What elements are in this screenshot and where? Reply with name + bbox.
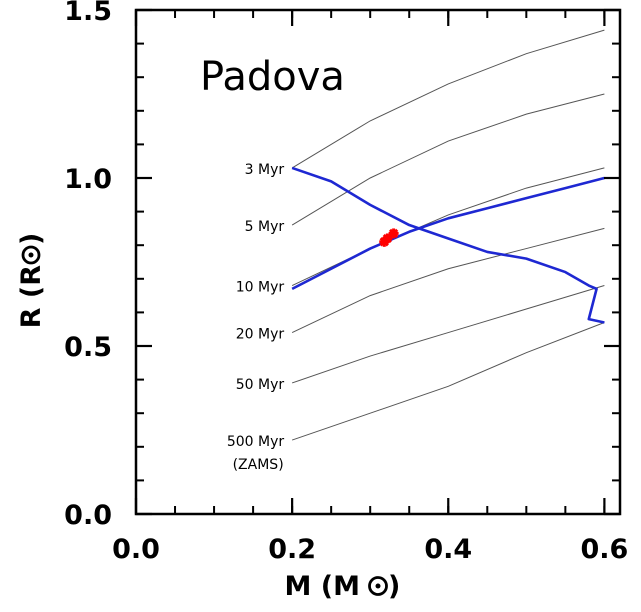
- y-tick-label: 1.5: [64, 0, 112, 27]
- x-axis-label-close: ): [388, 571, 400, 602]
- tracks-group: [291, 166, 605, 324]
- padova-annotation: Padova: [200, 54, 345, 100]
- isochrone-label: 10 Myr: [236, 280, 285, 296]
- y-tick-label: 1.0: [64, 164, 112, 195]
- star-point: [382, 233, 393, 244]
- axis-ticks-group: [134, 8, 620, 516]
- tick-labels-group: 0.0 0.2 0.4 0.6 0.0 0.5 1.0 1.5: [64, 0, 628, 565]
- x-tick-label: 0.6: [580, 534, 628, 565]
- y-axis-label-close: ): [16, 233, 47, 245]
- plot-frame: [134, 8, 622, 516]
- isochrone-label: 500 Myr: [227, 434, 285, 450]
- x-axis-label: M (M ): [285, 571, 401, 602]
- y-tick-label: 0.0: [64, 500, 112, 531]
- isochrone-line: [291, 285, 605, 384]
- isochrone-label: 3 Myr: [245, 162, 285, 178]
- isochrone-line: [291, 322, 605, 441]
- isochrone-label: 5 Myr: [245, 219, 285, 235]
- sun-symbol-icon: [368, 576, 388, 596]
- x-tick-label: 0.0: [112, 534, 160, 565]
- sun-symbol-icon: [21, 245, 41, 265]
- isochrone-sublabel: (ZAMS): [233, 457, 284, 473]
- isochrone-label: 20 Myr: [236, 327, 285, 343]
- y-axis-label: R (R ): [16, 233, 47, 329]
- isochrone-line: [291, 93, 605, 226]
- star-stroke: [388, 228, 399, 239]
- x-tick-label: 0.4: [424, 534, 472, 565]
- isochrone-line: [291, 227, 605, 334]
- x-axis-label-text: M (M: [285, 571, 360, 602]
- isochrone-line: [291, 29, 605, 169]
- y-axis-label-text: R (R: [16, 265, 47, 329]
- track-line: [291, 176, 605, 291]
- isochrone-labels-group: 3 Myr 5 Myr 10 Myr 20 Myr 50 Myr 500 Myr (ZAMS…: [227, 162, 285, 473]
- track-line: [291, 166, 605, 324]
- star-point: [388, 228, 399, 239]
- points-group: [379, 228, 399, 247]
- y-tick-label: 0.5: [64, 332, 112, 363]
- isochrone-label: 50 Myr: [236, 377, 285, 393]
- x-tick-label: 0.2: [268, 534, 316, 565]
